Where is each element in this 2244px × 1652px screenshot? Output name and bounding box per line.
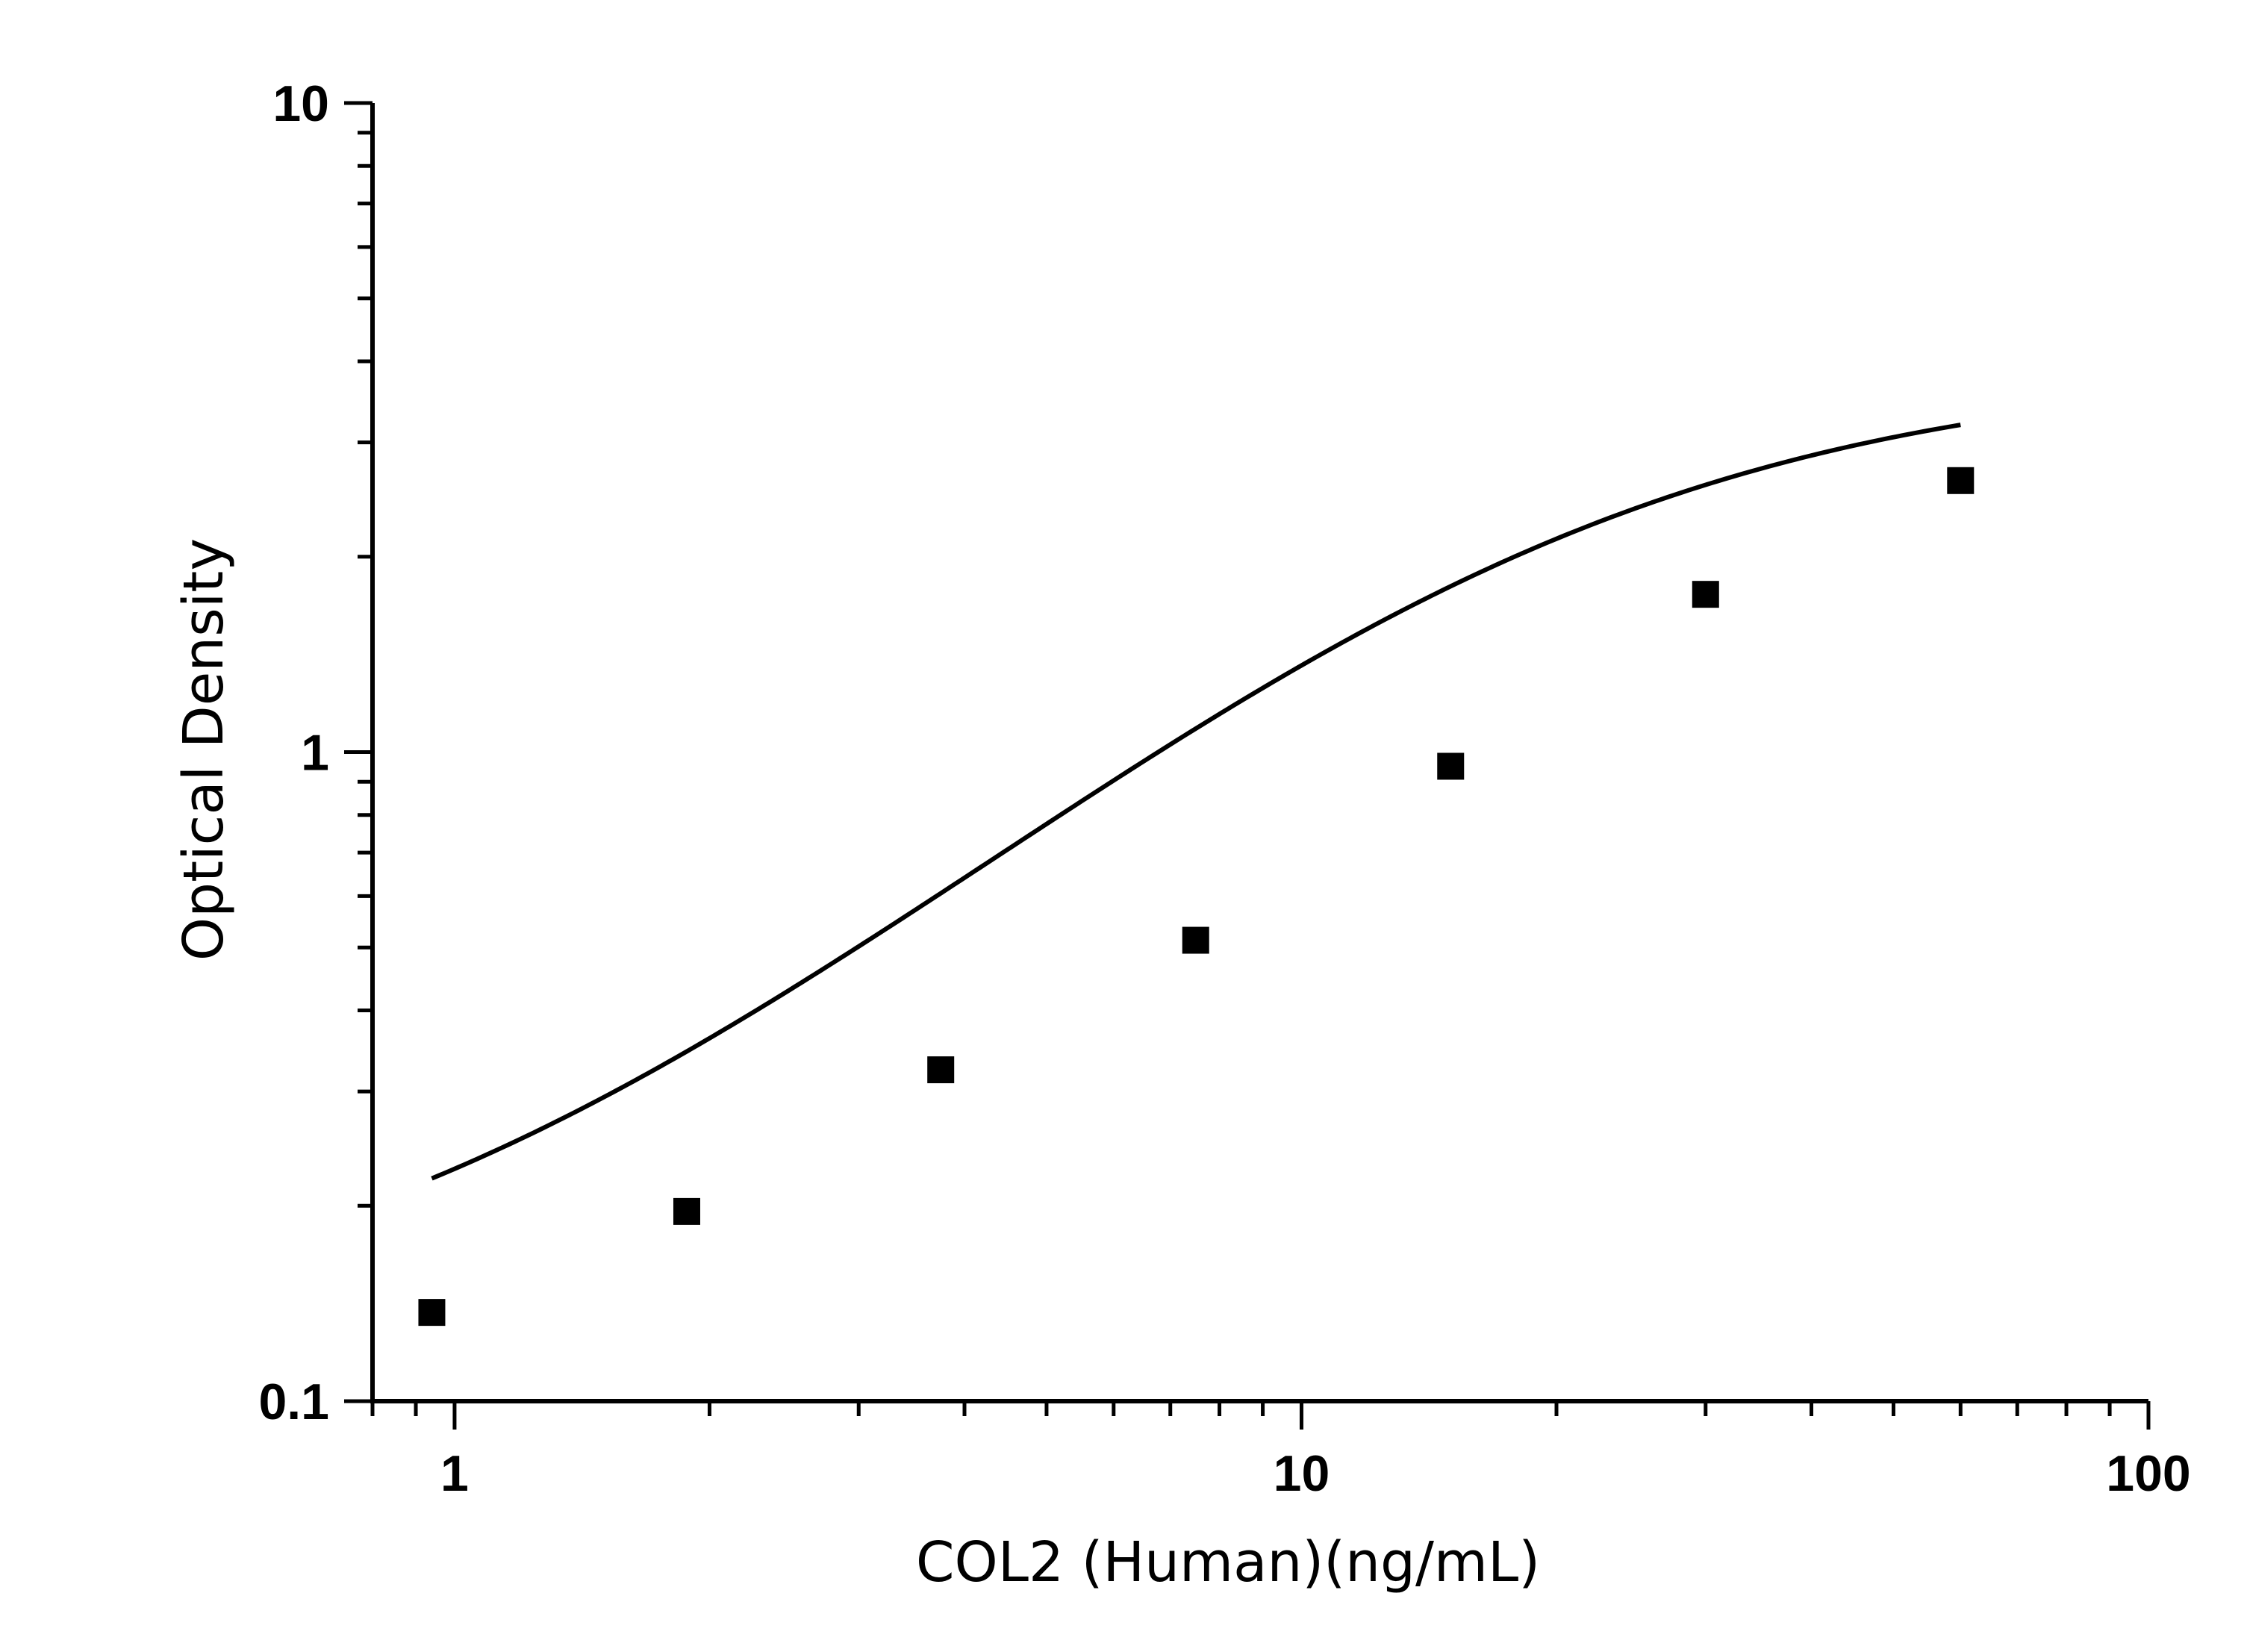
fit-curve-layer [431, 423, 1961, 1181]
data-point [1437, 752, 1465, 780]
x-axis-title: COL2 (Human)(ng/mL) [916, 1530, 1540, 1595]
data-point [1692, 581, 1719, 608]
axes: 0.1 1 10 1 10 100 [258, 75, 2190, 1502]
data-point [418, 1299, 446, 1327]
y-tick-label: 10 [272, 75, 329, 132]
data-points-layer [418, 467, 1975, 1327]
data-point [1182, 926, 1209, 954]
y-tick-label: 0.1 [258, 1374, 329, 1430]
x-tick-label: 1 [440, 1445, 469, 1502]
y-tick-label: 1 [301, 725, 329, 782]
fit-curve [431, 423, 1961, 1181]
x-tick-label: 100 [2106, 1445, 2190, 1502]
data-point [673, 1197, 700, 1225]
x-tick-label: 10 [1274, 1445, 1330, 1502]
y-axis-title: Optical Density [172, 538, 236, 961]
data-point [1947, 467, 1975, 494]
data-point [927, 1056, 955, 1084]
